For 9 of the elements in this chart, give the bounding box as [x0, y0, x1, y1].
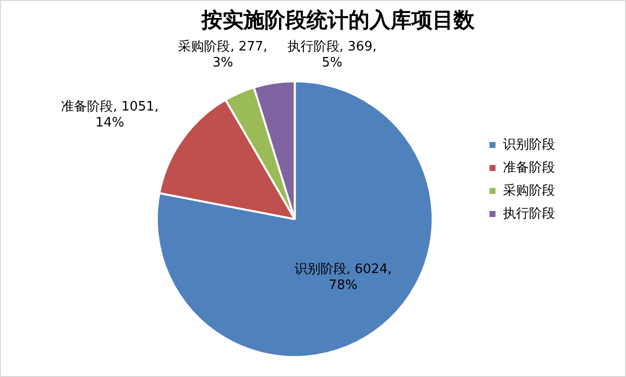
data-label: 准备阶段, 1051, 14%: [61, 100, 159, 131]
chart-title: 按实施阶段统计的入库项目数: [200, 8, 476, 32]
legend-label: 准备阶段: [503, 160, 555, 176]
legend-label: 执行阶段: [503, 206, 555, 222]
data-label: 识别阶段, 6024, 78%: [294, 262, 392, 293]
data-label: 采购阶段, 277, 3%: [178, 39, 268, 70]
legend-label: 采购阶段: [503, 183, 555, 198]
data-label: 执行阶段, 369, 5%: [287, 39, 377, 70]
legend-label: 识别阶段: [503, 137, 555, 152]
